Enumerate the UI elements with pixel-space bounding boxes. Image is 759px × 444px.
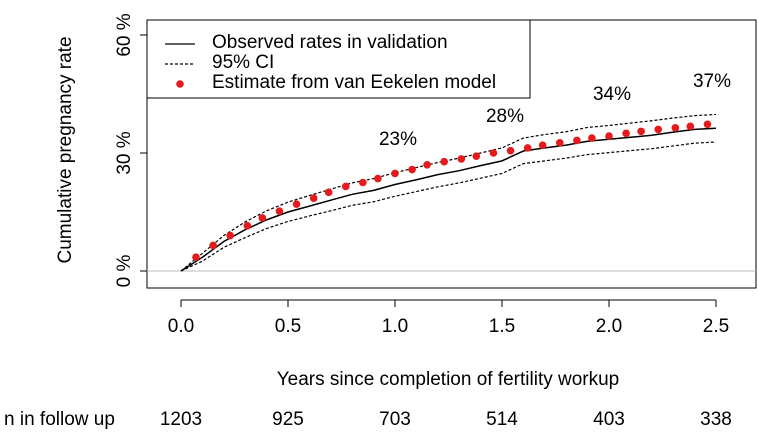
x-tick-label: 2.0 bbox=[596, 316, 622, 337]
estimate-point bbox=[605, 132, 613, 140]
estimate-point bbox=[209, 241, 217, 250]
annotation: 37% bbox=[693, 71, 731, 92]
risk-table-value: 925 bbox=[272, 409, 304, 430]
risk-table-value: 514 bbox=[486, 409, 518, 430]
x-tick-label: 1.5 bbox=[489, 316, 515, 337]
estimate-point bbox=[423, 161, 431, 169]
x-tick-label: 0.5 bbox=[275, 316, 301, 337]
x-axis-label: Years since completion of fertility work… bbox=[277, 369, 620, 390]
estimate-point bbox=[686, 122, 695, 131]
estimate-point bbox=[573, 136, 581, 145]
estimate-point bbox=[506, 146, 515, 155]
estimate-point bbox=[555, 138, 564, 147]
estimate-point bbox=[292, 200, 301, 208]
legend-box bbox=[146, 19, 531, 99]
estimate-point bbox=[588, 134, 596, 142]
legend-label: Observed rates in validation bbox=[212, 32, 448, 53]
estimate-point bbox=[523, 144, 532, 152]
annotation: 34% bbox=[593, 84, 631, 105]
ci-line-upper bbox=[180, 113, 717, 272]
y-tick-label: 30 % bbox=[114, 131, 135, 174]
estimate-point bbox=[374, 174, 382, 183]
estimate-point bbox=[472, 152, 481, 160]
estimate-point bbox=[341, 182, 350, 191]
ci-line-lower bbox=[180, 141, 717, 272]
estimate-point bbox=[703, 120, 712, 129]
observed-line bbox=[180, 127, 717, 272]
legend-label: 95% CI bbox=[212, 52, 274, 73]
x-tick-label: 1.0 bbox=[382, 316, 408, 337]
y-axis-label: Cumulative pregnancy rate bbox=[55, 36, 76, 263]
legend-symbol bbox=[176, 80, 184, 88]
estimate-point bbox=[408, 165, 416, 174]
estimate-point bbox=[324, 188, 333, 197]
risk-table-value: 1203 bbox=[160, 409, 202, 430]
x-tick-label: 2.5 bbox=[703, 316, 729, 337]
estimate-point bbox=[440, 157, 449, 166]
estimate-point bbox=[622, 129, 630, 138]
estimate-point bbox=[258, 214, 267, 222]
estimate-point bbox=[538, 141, 547, 149]
annotation: 28% bbox=[486, 106, 524, 127]
estimate-point bbox=[671, 124, 680, 132]
risk-table-value: 403 bbox=[593, 409, 625, 430]
estimate-point bbox=[243, 221, 252, 230]
estimate-point bbox=[457, 155, 466, 163]
risk-table-value: 338 bbox=[700, 409, 732, 430]
legend-label: Estimate from van Eekelen model bbox=[212, 72, 496, 93]
estimate-point bbox=[309, 194, 318, 203]
estimate-point bbox=[226, 231, 235, 240]
estimate-point bbox=[359, 178, 367, 187]
risk-table-label: n in follow up bbox=[4, 409, 115, 430]
estimate-point bbox=[654, 125, 663, 134]
y-tick-label: 60 % bbox=[114, 13, 135, 56]
estimate-point bbox=[192, 253, 200, 262]
estimate-point bbox=[489, 149, 498, 157]
estimate-point bbox=[391, 169, 399, 178]
estimate-point bbox=[275, 207, 284, 216]
y-tick-label: 0 % bbox=[114, 255, 135, 288]
risk-table-value: 703 bbox=[379, 409, 411, 430]
estimate-point bbox=[637, 127, 645, 136]
x-tick-label: 0.0 bbox=[168, 316, 194, 337]
annotation: 23% bbox=[379, 129, 417, 150]
